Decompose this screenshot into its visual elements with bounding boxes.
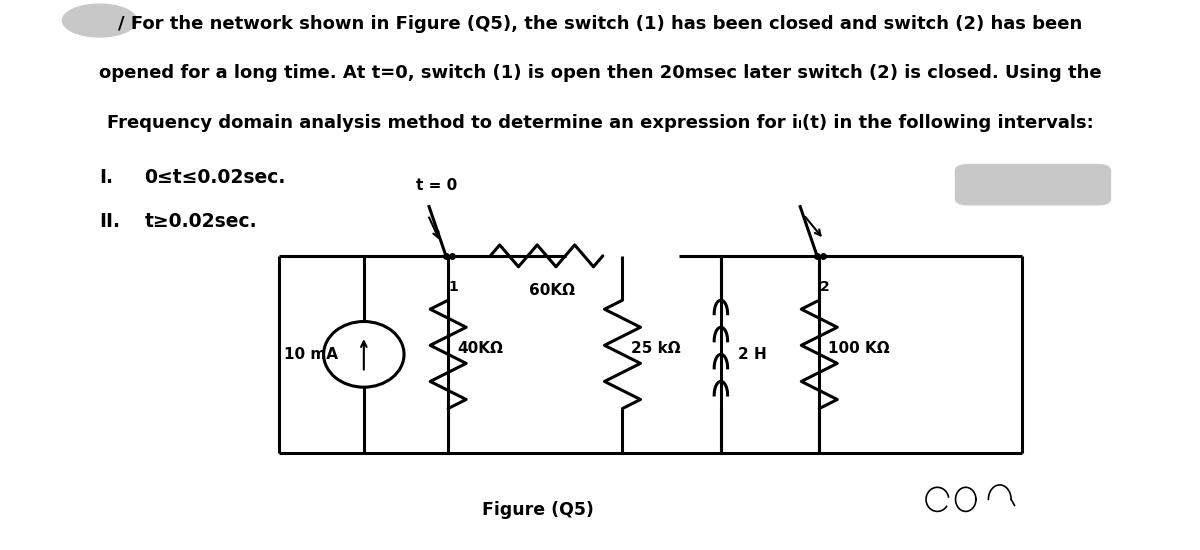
Text: Figure (Q5): Figure (Q5): [482, 500, 594, 519]
Text: Frequency domain analysis method to determine an expression for iₗ(t) in the fol: Frequency domain analysis method to dete…: [107, 113, 1093, 131]
Text: 2 H: 2 H: [738, 347, 767, 362]
Text: 100 KΩ: 100 KΩ: [828, 342, 890, 356]
FancyBboxPatch shape: [955, 164, 1111, 206]
Text: 2: 2: [820, 280, 829, 294]
Text: 40KΩ: 40KΩ: [457, 342, 503, 356]
Text: opened for a long time. At t=0, switch (1) is open then 20msec later switch (2) : opened for a long time. At t=0, switch (…: [98, 64, 1102, 82]
Text: 0≤t≤0.02sec.: 0≤t≤0.02sec.: [144, 168, 286, 188]
Text: 60KΩ: 60KΩ: [529, 283, 575, 298]
Text: II.: II.: [100, 212, 120, 231]
Text: 10 mA: 10 mA: [284, 347, 338, 362]
Text: 25 kΩ: 25 kΩ: [631, 342, 682, 356]
Text: t = 0: t = 0: [416, 178, 457, 193]
Text: I.: I.: [100, 168, 114, 188]
Text: t≥0.02sec.: t≥0.02sec.: [144, 212, 257, 231]
Ellipse shape: [62, 4, 137, 37]
Text: / For the network shown in Figure (Q5), the switch (1) has been closed and switc: / For the network shown in Figure (Q5), …: [118, 15, 1082, 33]
Text: 1: 1: [449, 280, 458, 294]
